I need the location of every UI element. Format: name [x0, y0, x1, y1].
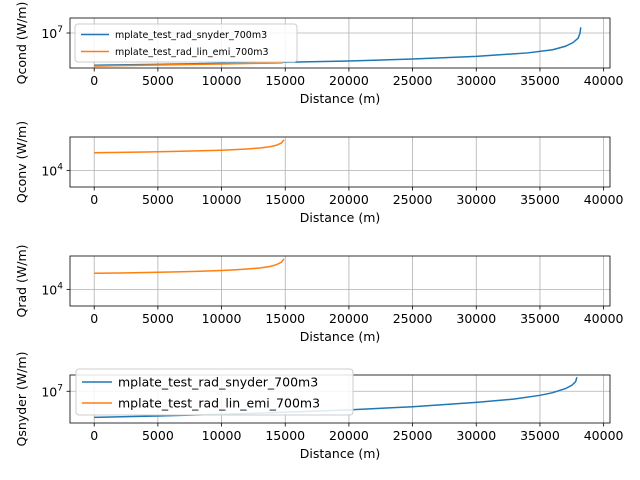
subplot-1: 0 5000 10000 15000 20000 25000 30000 35000 40000… — [14, 2, 624, 106]
x-tick-label: 40000 — [584, 73, 624, 88]
x-tick-label: 0 — [90, 192, 98, 207]
x-tick-label: 0 — [90, 428, 98, 443]
legend: mplate_test_rad_snyder_700m3 mplate_test_… — [75, 368, 354, 416]
x-axis-label: Distance (m) — [300, 91, 381, 106]
y-axis-label: Qrad (W/m) — [14, 244, 29, 317]
series-line-lin_emi — [94, 62, 283, 67]
legend-box — [74, 23, 298, 63]
legend-entry: mplate_test_rad_snyder_700m3 — [115, 30, 267, 41]
x-tick-label: 5000 — [142, 192, 174, 207]
series-line-lin_emi — [94, 258, 285, 275]
x-tick-label: 20000 — [329, 428, 369, 443]
x-tick-label: 30000 — [456, 73, 496, 88]
y-axis-label: Qcond (W/m) — [14, 2, 29, 85]
legend-entry: mplate_test_rad_lin_emi_700m3 — [115, 47, 269, 58]
legend-entry: mplate_test_rad_lin_emi_700m3 — [118, 396, 320, 411]
legend: mplate_test_rad_snyder_700m3 mplate_test_… — [74, 23, 298, 63]
x-tick-label: 25000 — [393, 311, 433, 326]
x-tick-label: 35000 — [520, 73, 560, 88]
axes-frame — [69, 255, 611, 307]
y-tick-label: 104 — [41, 281, 63, 297]
y-axis-label: Qconv (W/m) — [14, 121, 29, 203]
x-axis-label: Distance (m) — [300, 446, 381, 461]
x-tick-label: 25000 — [393, 428, 433, 443]
x-axis-label: Distance (m) — [300, 210, 381, 225]
subplot-4: 0 5000 10000 15000 20000 25000 30000 35000 40000… — [14, 352, 624, 461]
subplot-2: 0 5000 10000 15000 20000 25000 30000 35000 40000… — [14, 121, 624, 225]
x-tick-label: 10000 — [202, 311, 242, 326]
x-tick-label: 5000 — [142, 428, 174, 443]
x-tick-label: 35000 — [520, 311, 560, 326]
x-tick-label: 35000 — [520, 428, 560, 443]
legend-entry: mplate_test_rad_snyder_700m3 — [118, 375, 318, 390]
x-tick-label: 10000 — [202, 73, 242, 88]
x-tick-label: 20000 — [329, 73, 369, 88]
y-tick-label: 107 — [41, 383, 63, 399]
x-tick-label: 40000 — [584, 311, 624, 326]
x-tick-label: 15000 — [265, 311, 305, 326]
x-tick-label: 0 — [90, 73, 98, 88]
y-tick-label: 104 — [41, 162, 63, 178]
x-tick-label: 25000 — [393, 73, 433, 88]
x-axis-label: Distance (m) — [300, 329, 381, 344]
subplot-3: 0 5000 10000 15000 20000 25000 30000 35000 40000… — [14, 244, 624, 344]
legend-box — [75, 368, 354, 416]
x-tick-label: 40000 — [584, 192, 624, 207]
x-tick-label: 5000 — [142, 311, 174, 326]
x-tick-label: 10000 — [202, 428, 242, 443]
y-axis-label: Qsnyder (W/m) — [14, 352, 29, 447]
x-tick-label: 20000 — [329, 311, 369, 326]
x-tick-label: 30000 — [456, 311, 496, 326]
x-tick-label: 30000 — [456, 428, 496, 443]
y-tick-label: 107 — [41, 25, 63, 41]
x-tick-label: 35000 — [520, 192, 560, 207]
x-tick-label: 0 — [90, 311, 98, 326]
x-tick-label: 15000 — [265, 428, 305, 443]
series-line-lin_emi — [94, 139, 285, 154]
x-tick-label: 20000 — [329, 192, 369, 207]
x-tick-label: 5000 — [142, 73, 174, 88]
x-tick-label: 15000 — [265, 73, 305, 88]
axes-frame — [69, 17, 611, 69]
x-tick-label: 40000 — [584, 428, 624, 443]
axes-frame — [69, 136, 611, 188]
x-tick-label: 15000 — [265, 192, 305, 207]
x-tick-label: 25000 — [393, 192, 433, 207]
x-tick-label: 30000 — [456, 192, 496, 207]
x-tick-label: 10000 — [202, 192, 242, 207]
